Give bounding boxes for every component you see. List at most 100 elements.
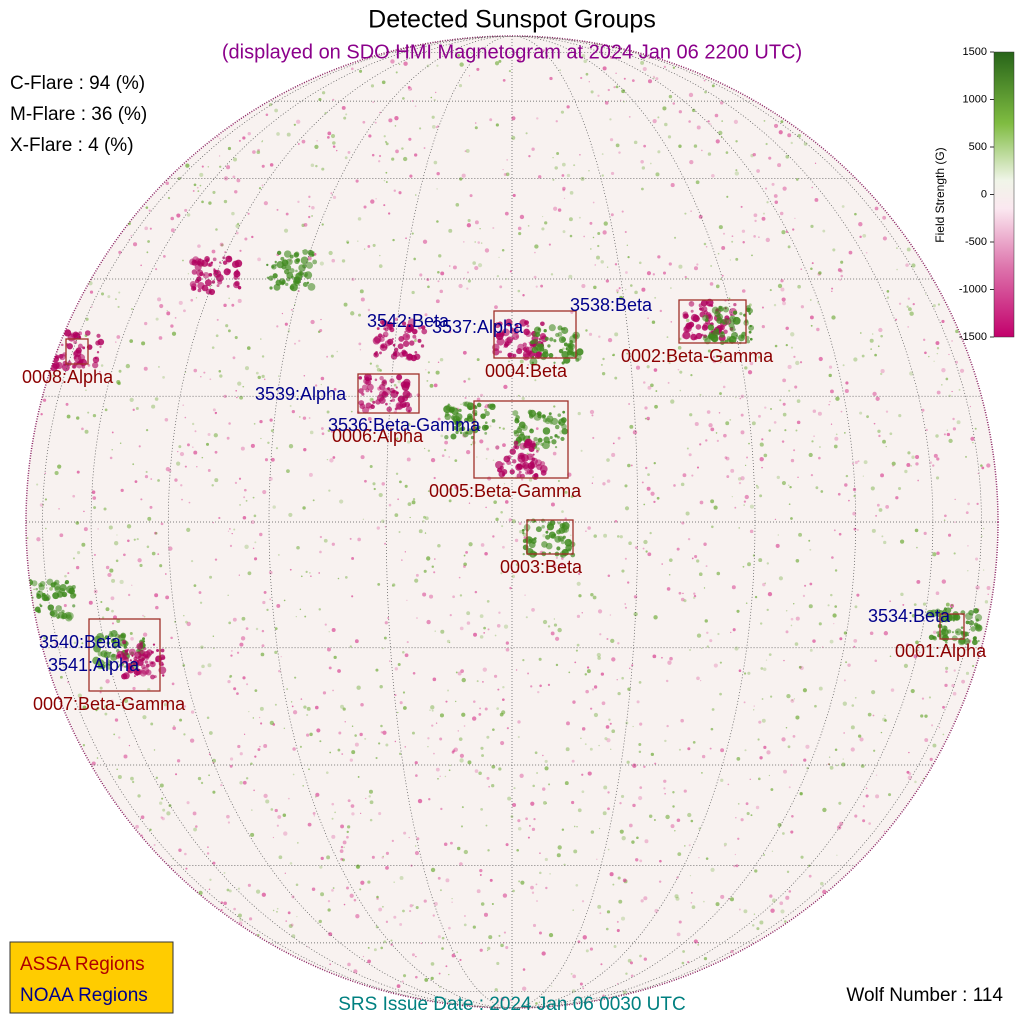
field-speck — [394, 694, 397, 697]
field-speck — [691, 332, 693, 334]
field-speck — [564, 517, 567, 520]
field-speck — [276, 907, 279, 910]
field-speck — [113, 733, 116, 736]
field-speck — [512, 802, 517, 808]
field-speck — [374, 378, 378, 382]
field-speck — [59, 584, 67, 592]
field-speck — [814, 162, 817, 164]
field-speck — [835, 433, 838, 436]
field-speck — [621, 835, 626, 841]
field-speck — [870, 486, 875, 491]
field-speck — [292, 747, 296, 751]
field-speck — [379, 383, 386, 391]
field-speck — [129, 397, 134, 402]
field-speck — [857, 460, 860, 463]
field-speck — [831, 290, 833, 293]
field-speck — [359, 289, 364, 294]
field-speck — [675, 896, 680, 901]
field-speck — [511, 574, 515, 579]
field-speck — [773, 303, 777, 307]
field-speck — [757, 777, 761, 781]
field-speck — [344, 721, 346, 723]
field-speck — [318, 608, 321, 611]
field-speck — [279, 278, 286, 285]
field-speck — [177, 177, 181, 181]
field-speck — [694, 421, 699, 426]
field-speck — [289, 254, 294, 259]
field-speck — [539, 684, 542, 688]
field-speck — [624, 606, 627, 609]
field-speck — [76, 416, 80, 420]
field-speck — [394, 116, 399, 121]
field-speck — [724, 456, 728, 459]
field-speck — [117, 661, 119, 663]
field-speck — [560, 327, 564, 330]
field-speck — [397, 711, 399, 714]
colorbar-tick-label: -500 — [965, 236, 987, 248]
field-speck — [980, 535, 983, 538]
field-speck — [585, 530, 587, 532]
field-speck — [494, 305, 498, 309]
field-speck — [774, 200, 779, 205]
field-speck — [299, 608, 302, 611]
field-speck — [448, 769, 451, 772]
field-speck — [883, 830, 886, 833]
field-speck — [719, 392, 722, 395]
field-speck — [798, 665, 802, 669]
field-speck — [584, 743, 587, 746]
colorbar-tick-label: 0 — [981, 188, 987, 200]
field-speck — [440, 807, 443, 811]
field-speck — [638, 680, 642, 684]
field-speck — [307, 256, 312, 261]
field-speck — [214, 478, 219, 483]
field-speck — [327, 131, 332, 136]
field-speck — [560, 537, 565, 542]
field-speck — [435, 767, 440, 772]
heliographic-grid — [26, 36, 998, 1008]
field-speck — [229, 544, 233, 548]
field-speck — [351, 725, 354, 728]
field-speck — [466, 450, 471, 455]
field-speck — [134, 651, 142, 659]
field-speck — [140, 498, 143, 501]
field-speck — [587, 526, 591, 530]
field-speck — [402, 97, 405, 100]
field-speck — [127, 539, 130, 543]
field-speck — [527, 836, 530, 839]
field-speck — [398, 531, 401, 534]
field-speck — [231, 125, 233, 127]
field-speck — [777, 283, 783, 289]
field-speck — [799, 665, 804, 671]
field-speck — [314, 144, 319, 149]
field-speck — [350, 311, 355, 316]
field-speck — [676, 547, 680, 551]
field-speck — [121, 656, 129, 664]
field-speck — [666, 587, 671, 591]
field-speck — [62, 593, 67, 597]
field-speck — [783, 769, 787, 774]
field-speck — [36, 483, 39, 486]
field-speck — [326, 458, 329, 461]
field-speck — [289, 285, 295, 291]
field-speck — [794, 217, 796, 220]
field-speck — [735, 396, 737, 399]
field-speck — [240, 446, 245, 451]
field-speck — [935, 591, 940, 596]
field-speck — [504, 211, 509, 216]
field-speck — [439, 775, 441, 777]
field-speck — [107, 295, 111, 299]
field-speck — [718, 412, 721, 414]
field-speck — [409, 904, 413, 908]
field-speck — [790, 830, 794, 834]
field-speck — [147, 516, 152, 521]
field-speck — [973, 622, 979, 627]
field-speck — [759, 442, 764, 447]
field-speck — [535, 285, 538, 288]
field-speck — [392, 352, 397, 357]
field-speck — [715, 139, 720, 144]
field-speck — [921, 408, 925, 412]
field-speck — [653, 368, 658, 372]
field-speck — [678, 920, 682, 924]
field-speck — [358, 388, 364, 394]
field-speck — [474, 590, 478, 594]
